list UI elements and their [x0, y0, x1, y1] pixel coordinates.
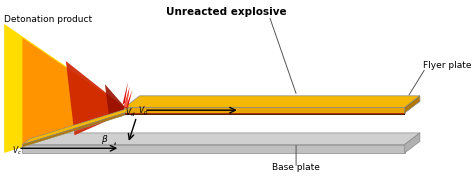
Polygon shape [22, 145, 405, 153]
Polygon shape [22, 38, 125, 147]
Text: Unreacted explosive: Unreacted explosive [166, 7, 287, 17]
Text: $\beta$: $\beta$ [100, 133, 108, 146]
Polygon shape [125, 90, 132, 108]
Text: Detonation product: Detonation product [4, 15, 92, 24]
Polygon shape [22, 133, 420, 145]
Polygon shape [22, 107, 132, 145]
Polygon shape [405, 133, 420, 153]
Text: $V_d$: $V_d$ [125, 107, 136, 119]
Polygon shape [125, 113, 405, 115]
Polygon shape [4, 24, 125, 153]
Polygon shape [122, 82, 128, 105]
Polygon shape [66, 61, 125, 135]
Polygon shape [125, 107, 405, 113]
Polygon shape [124, 91, 129, 107]
Polygon shape [125, 96, 420, 107]
Polygon shape [22, 113, 125, 147]
Text: Base plate: Base plate [272, 163, 320, 172]
Polygon shape [405, 96, 420, 113]
Text: $V_c$: $V_c$ [11, 145, 22, 157]
Text: $V_p$: $V_p$ [137, 105, 148, 118]
Polygon shape [124, 87, 130, 107]
Text: Flyer plate: Flyer plate [423, 61, 472, 70]
Polygon shape [105, 84, 125, 119]
